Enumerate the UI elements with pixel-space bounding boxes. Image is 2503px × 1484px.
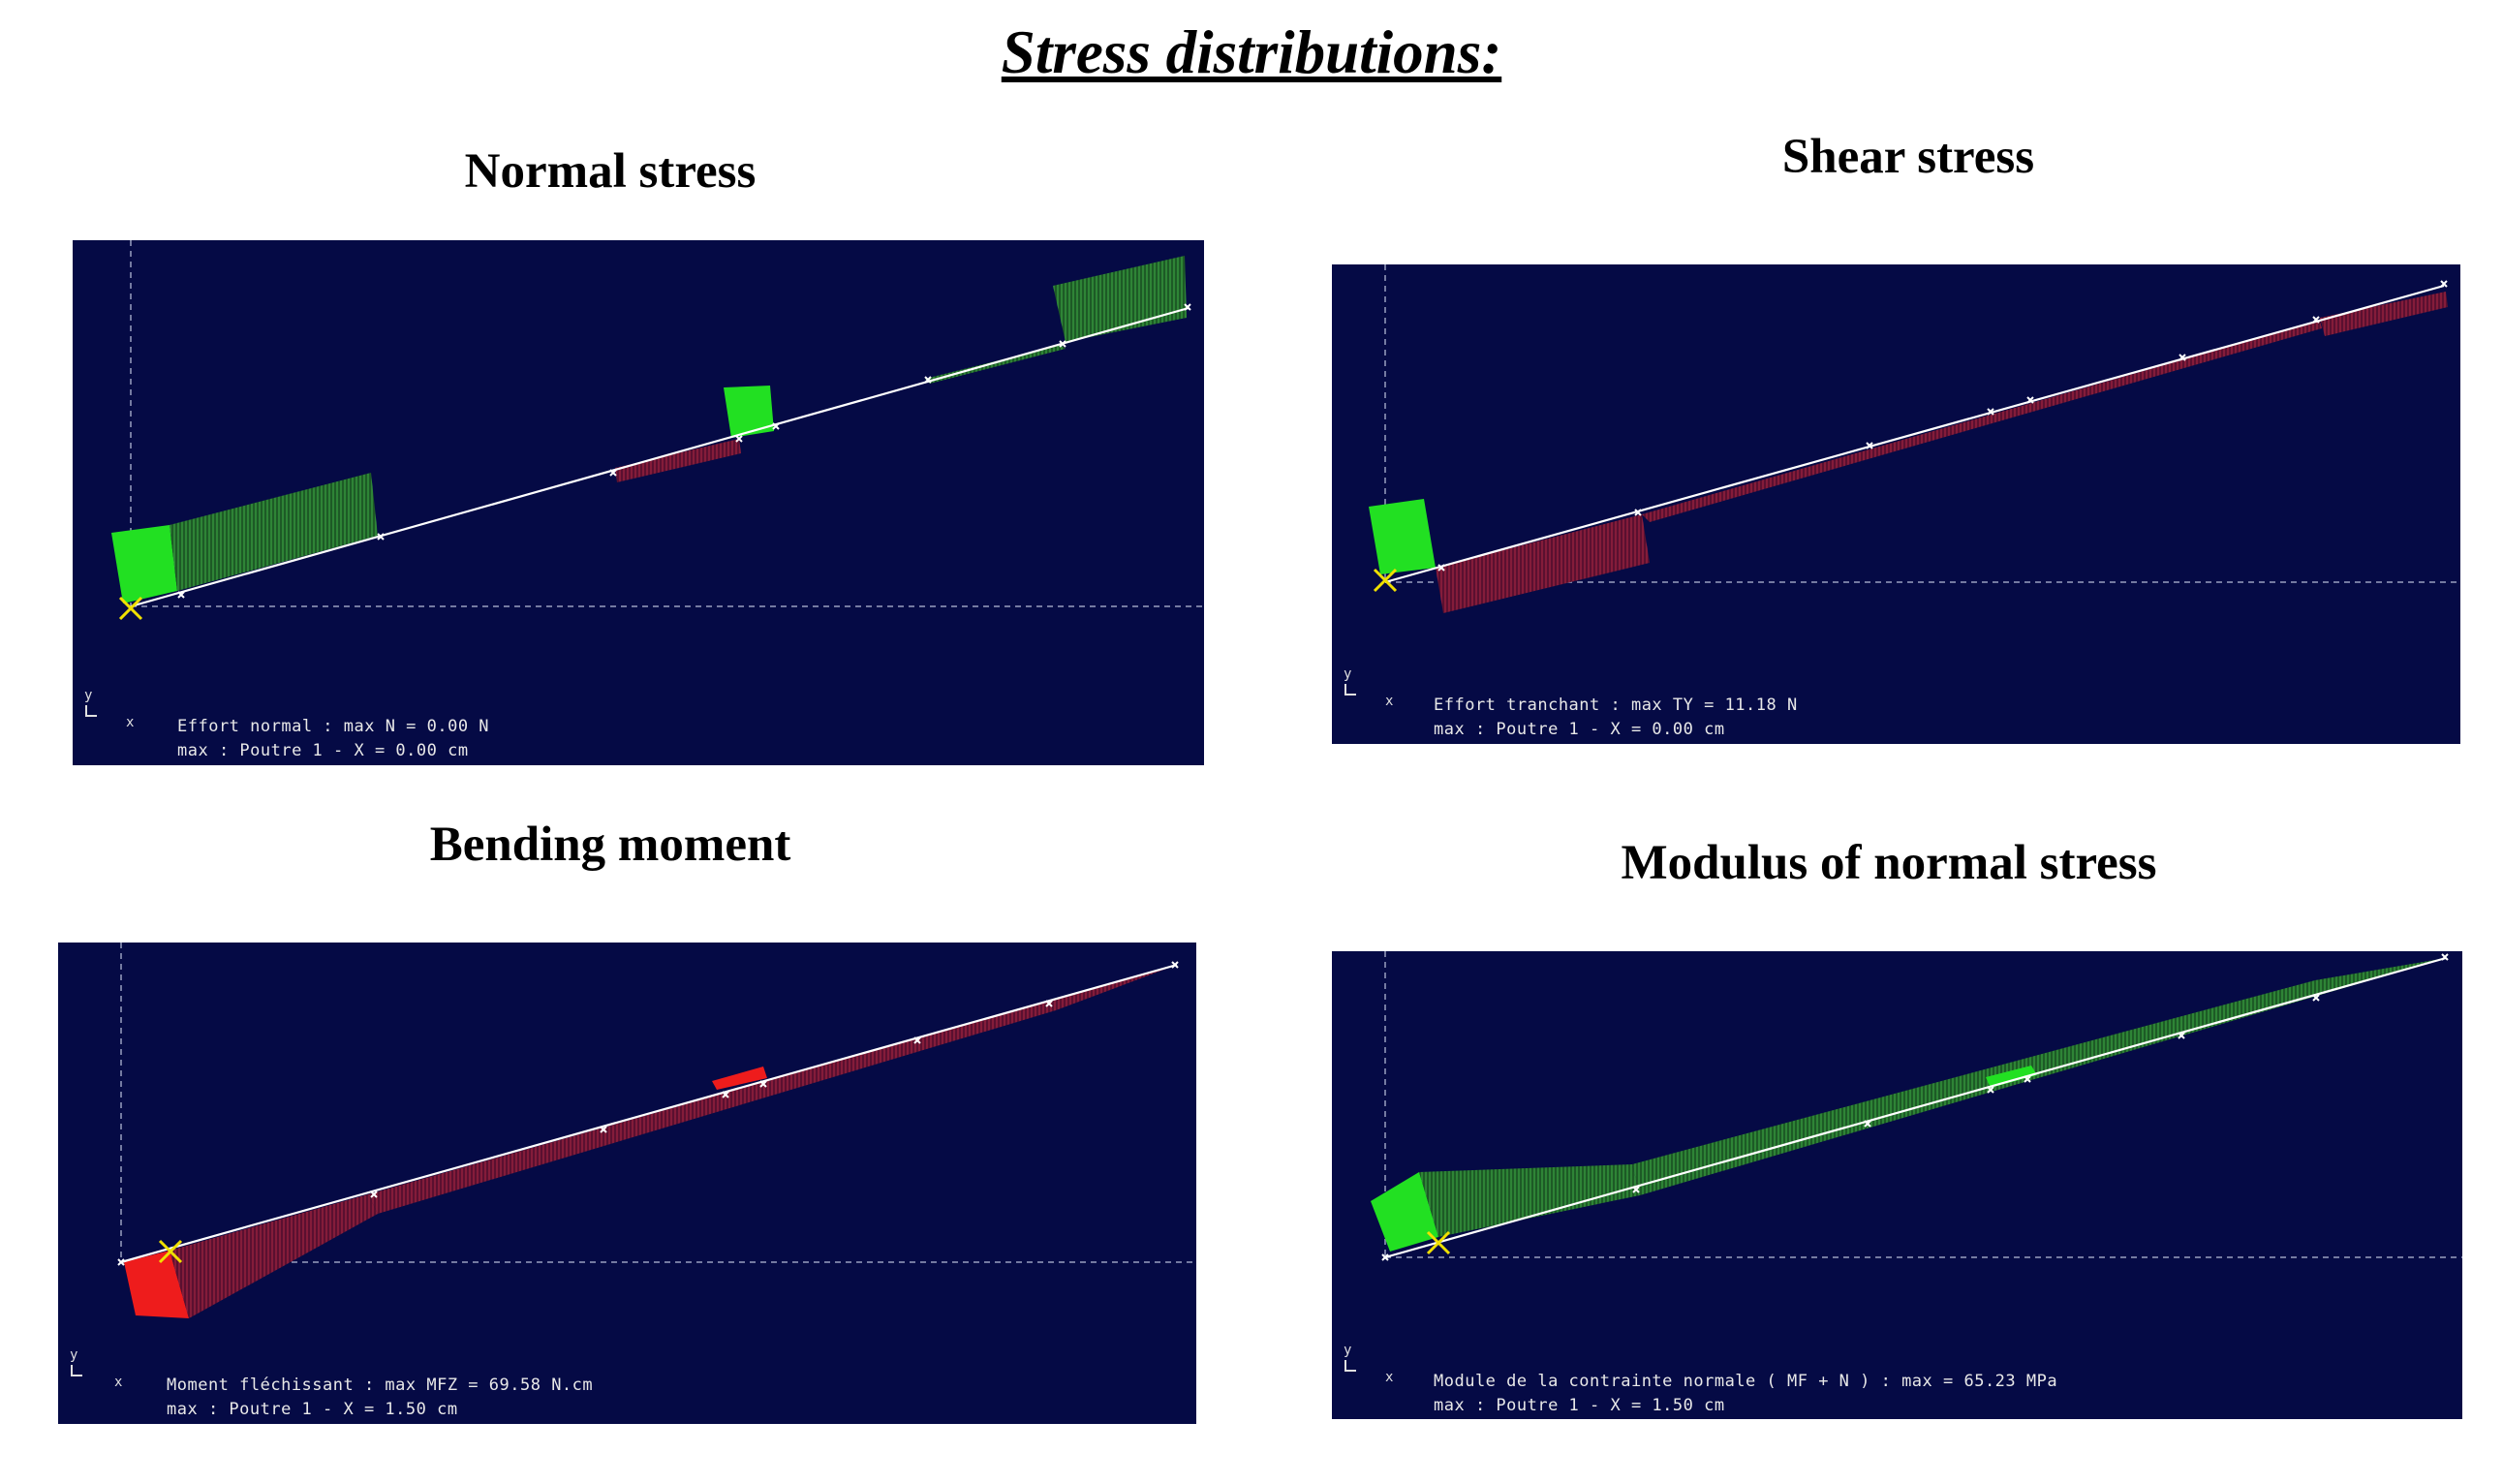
normal-stress-caption-1: Effort normal : max N = 0.00 N — [177, 717, 490, 736]
axis-x-label: x — [126, 715, 135, 730]
support-marker — [158, 1239, 183, 1264]
shear-bar-left — [1436, 514, 1650, 613]
support-marker — [118, 596, 143, 621]
bending-moment-title: Bending moment — [429, 818, 791, 872]
node-markers — [177, 303, 1191, 599]
axis-x-label: x — [1385, 1370, 1394, 1385]
modulus-bar-main — [1632, 958, 2446, 1195]
beam-line — [1384, 284, 2445, 584]
support-marker — [1426, 1230, 1451, 1255]
normal-bar-mid-bright — [724, 386, 774, 438]
shear-stress-panel: y x Effort tranchant : max TY = 11.18 N … — [1332, 264, 2460, 744]
modulus-stress-caption-1: Module de la contrainte normale ( MF + N… — [1434, 1372, 2058, 1391]
normal-stress-title: Normal stress — [464, 144, 757, 199]
normal-bar-left — [170, 473, 378, 591]
bending-moment-caption-1: Moment fléchissant : max MFZ = 69.58 N.c… — [167, 1376, 594, 1395]
modulus-stress-diagram — [1371, 951, 2462, 1261]
node-markers — [1437, 280, 2448, 572]
bending-bar-mid-bright — [712, 1067, 767, 1090]
bending-bar-bright — [124, 1251, 189, 1318]
axis-y-label: y — [70, 1347, 78, 1363]
axis-triad-icon — [1344, 1360, 1356, 1372]
page-title: Stress distributions: — [1001, 18, 1502, 86]
modulus-stress-caption-2: max : Poutre 1 - X = 1.50 cm — [1434, 1396, 1725, 1415]
shear-stress-diagram — [1369, 264, 2460, 613]
shear-stress-title: Shear stress — [1781, 130, 2035, 184]
bending-moment-panel: y x Moment fléchissant : max MFZ = 69.58… — [58, 943, 1196, 1424]
normal-stress-caption-2: max : Poutre 1 - X = 0.00 cm — [177, 741, 469, 760]
normal-bar-small — [925, 345, 1066, 384]
axis-x-label: x — [114, 1375, 123, 1390]
axis-triad-icon — [1344, 684, 1356, 696]
node-markers — [1381, 953, 2449, 1261]
normal-bar-right — [1053, 256, 1187, 342]
axis-y-label: y — [1344, 666, 1352, 682]
modulus-bar-mid-bright — [1986, 1066, 2037, 1088]
modulus-bar-bright — [1371, 1172, 1438, 1252]
bending-moment-caption-2: max : Poutre 1 - X = 1.50 cm — [167, 1400, 458, 1419]
normal-bar-left-bright — [111, 525, 177, 603]
shear-bar-bright — [1369, 499, 1436, 574]
shear-bar-right — [2320, 292, 2448, 336]
modulus-bar-left — [1419, 1164, 1640, 1237]
beam-line — [130, 306, 1190, 608]
axis-triad-icon — [85, 705, 97, 717]
normal-stress-diagram — [111, 240, 1204, 621]
modulus-stress-title: Modulus of normal stress — [1621, 836, 2157, 890]
modulus-stress-panel: y x Module de la contrainte normale ( MF… — [1332, 951, 2462, 1419]
normal-bar-negative — [615, 439, 741, 482]
shear-bar-thin — [1642, 321, 2322, 522]
shear-stress-caption-2: max : Poutre 1 - X = 0.00 cm — [1434, 720, 1725, 739]
beam-line — [1384, 956, 2447, 1259]
support-marker — [1373, 568, 1398, 593]
bending-moment-diagram — [117, 943, 1196, 1318]
bending-bar-main — [368, 965, 1177, 1214]
bending-bar-left — [170, 1194, 378, 1318]
shear-stress-caption-1: Effort tranchant : max TY = 11.18 N — [1434, 696, 1798, 715]
axis-y-label: y — [84, 688, 93, 703]
normal-stress-panel: y x Effort normal : max N = 0.00 N max :… — [73, 240, 1204, 765]
node-markers — [117, 961, 1179, 1266]
axis-x-label: x — [1385, 694, 1394, 709]
axis-y-label: y — [1344, 1343, 1352, 1358]
axis-triad-icon — [71, 1365, 82, 1376]
beam-line — [120, 963, 1178, 1264]
